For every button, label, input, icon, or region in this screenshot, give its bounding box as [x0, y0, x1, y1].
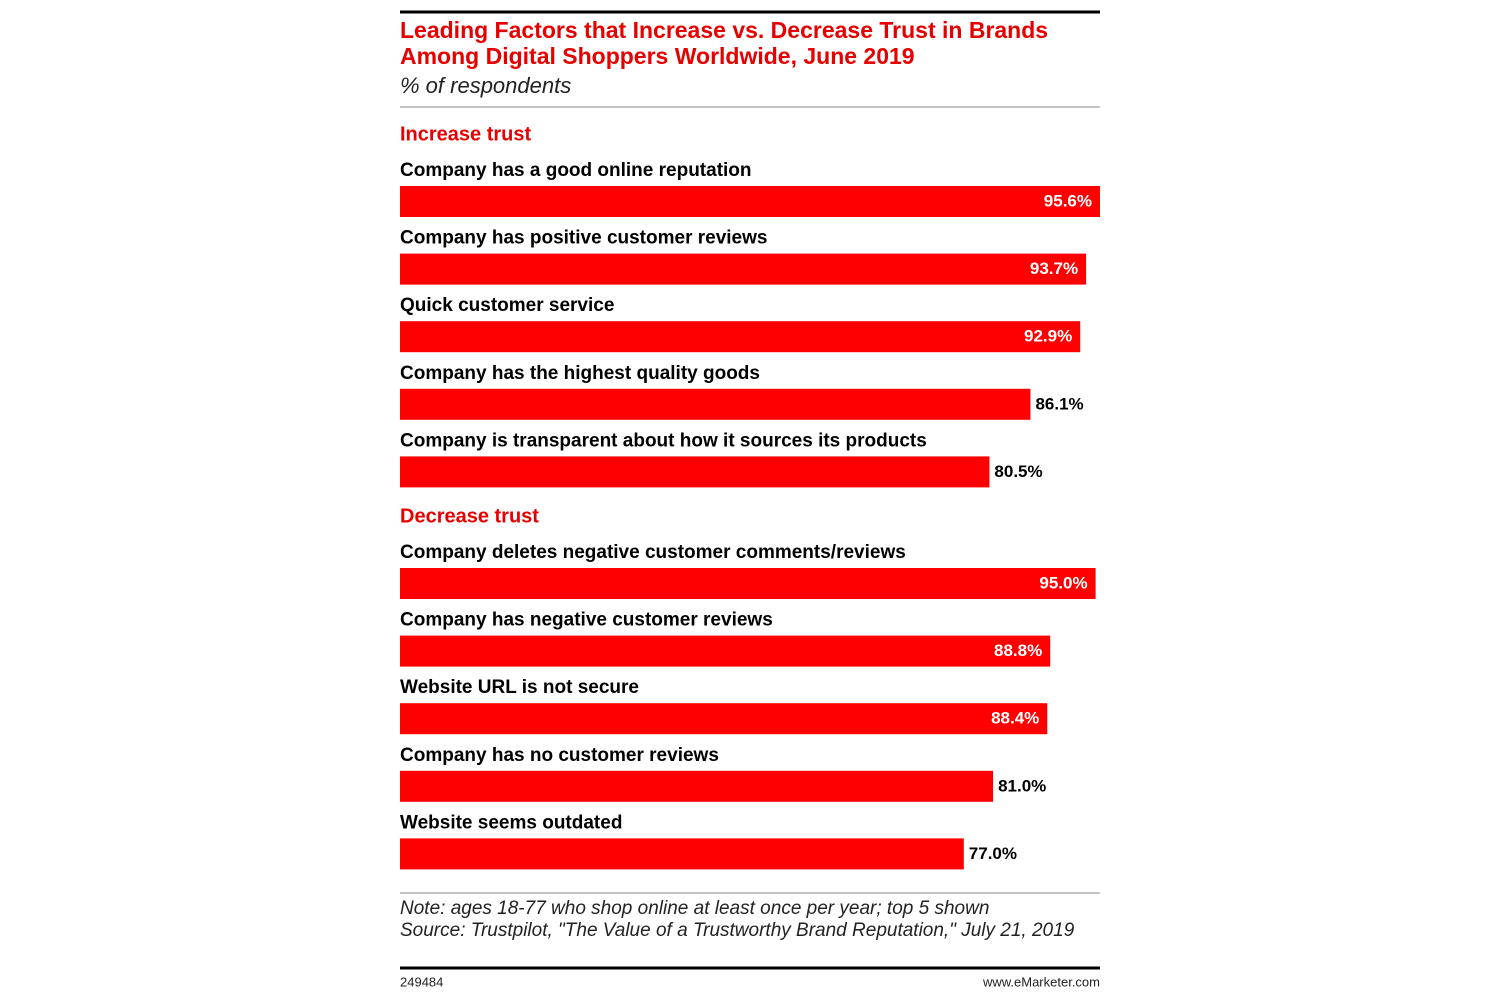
bar [400, 253, 1087, 285]
bar [400, 388, 1031, 420]
group-header: Increase trust [400, 123, 532, 145]
value-label: 95.6% [1044, 191, 1092, 210]
value-label: 81.0% [998, 776, 1046, 795]
category-label: Company deletes negative customer commen… [400, 542, 906, 563]
category-label: Company has no customer reviews [400, 745, 719, 766]
category-label: Company has positive customer reviews [400, 228, 767, 249]
value-label: 88.4% [991, 709, 1039, 728]
value-label: 80.5% [994, 462, 1042, 481]
category-label: Website seems outdated [400, 812, 622, 833]
bar [400, 186, 1100, 217]
category-label: Company has the highest quality goods [400, 363, 760, 384]
chart-id: 249484 [400, 974, 443, 989]
category-label: Company has negative customer reviews [400, 610, 773, 631]
value-label: 77.0% [969, 844, 1017, 863]
value-label: 88.8% [994, 641, 1042, 660]
category-label: Company is transparent about how it sour… [400, 430, 927, 451]
credit: www.eMarketer.com [982, 974, 1100, 989]
value-label: 86.1% [1035, 394, 1083, 413]
bar [400, 838, 964, 870]
category-label: Quick customer service [400, 295, 614, 316]
chart-title: Leading Factors that Increase vs. Decrea… [400, 17, 1048, 69]
bar [400, 321, 1081, 353]
bar [400, 703, 1048, 735]
source: Source: Trustpilot, "The Value of a Trus… [400, 920, 1075, 941]
notes: Note: ages 18-77 who shop online at leas… [400, 898, 1090, 942]
subtitle: % of respondents [400, 73, 571, 98]
bar [400, 635, 1051, 667]
value-label: 92.9% [1024, 327, 1072, 346]
value-label: 95.0% [1039, 573, 1087, 592]
value-label: 93.7% [1030, 259, 1078, 278]
category-label: Website URL is not secure [400, 677, 639, 698]
bar [400, 568, 1096, 599]
group-header: Decrease trust [400, 505, 539, 527]
category-label: Company has a good online reputation [400, 160, 752, 181]
bar [400, 456, 990, 488]
note: Note: ages 18-77 who shop online at leas… [400, 898, 990, 919]
bar [400, 770, 994, 802]
